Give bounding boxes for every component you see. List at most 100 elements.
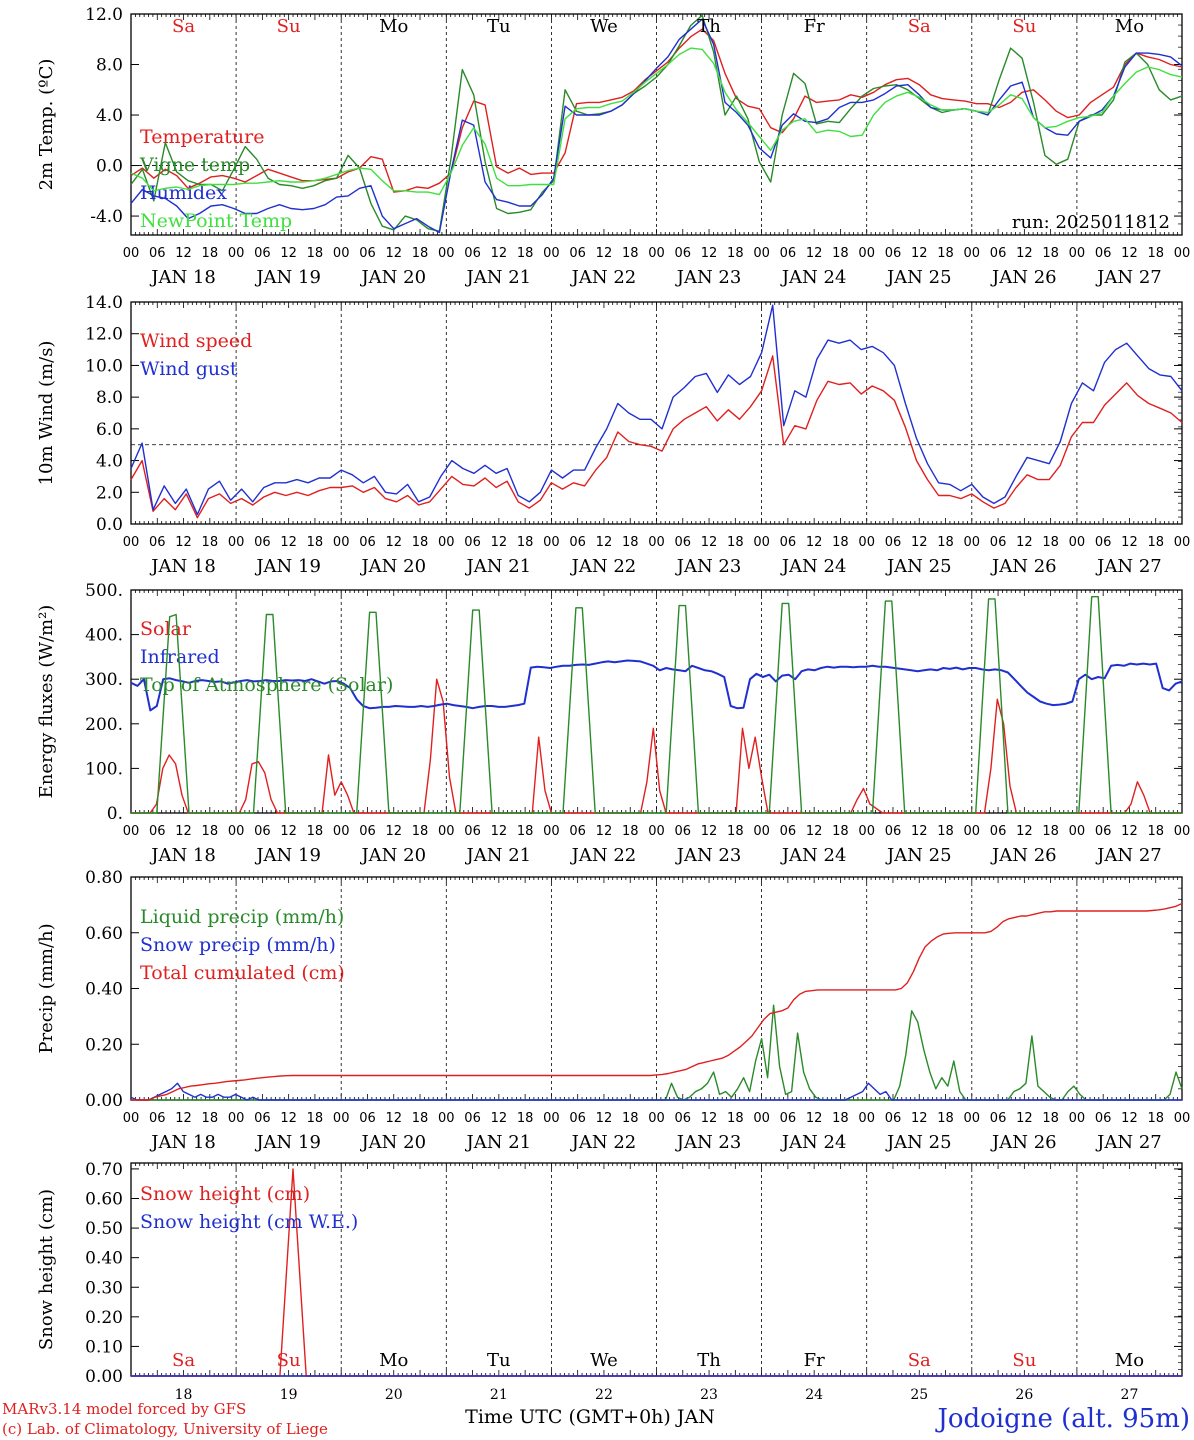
hour-label: 06 [254, 824, 271, 839]
hour-label: 00 [438, 1111, 455, 1126]
y-tick-label: 200. [85, 715, 123, 735]
hour-label: 18 [1147, 246, 1164, 261]
legend-entry: Wind speed [140, 330, 252, 352]
hour-label: 06 [1095, 1111, 1112, 1126]
hour-label: 12 [1016, 246, 1033, 261]
weekday-label: Sa [172, 1350, 195, 1371]
legend-entry: Snow height (cm) [140, 1183, 310, 1205]
weekday-label: Mo [1115, 1350, 1144, 1371]
series-line-wind-gust [130, 304, 1183, 516]
hour-label: 00 [753, 1111, 770, 1126]
hour-label: 12 [701, 246, 718, 261]
y-tick-label: 0.00 [85, 1091, 123, 1111]
hour-label: 18 [832, 246, 849, 261]
panel-1: 12.0 8.0 4.0 0.0 -4.0 2m Temp. (ºC) Temperatur… [36, 5, 1190, 288]
y-tick-label: 8.0 [96, 388, 123, 408]
hour-label: 18 [832, 535, 849, 550]
hour-label: 18 [412, 1111, 429, 1126]
hour-label: 18 [937, 824, 954, 839]
weekday-label: Sa [908, 1350, 931, 1371]
day-number-label: 19 [280, 1387, 298, 1403]
hour-label: 06 [569, 1111, 586, 1126]
date-label: JAN 24 [780, 556, 847, 577]
hour-label: 06 [464, 824, 481, 839]
hour-label: 12 [1121, 246, 1138, 261]
hour-label: 18 [937, 535, 954, 550]
hour-label: 06 [464, 246, 481, 261]
legend-entry: Liquid precip (mm/h) [140, 906, 344, 928]
hour-label: 06 [359, 1111, 376, 1126]
weekday-label: Su [277, 16, 301, 37]
hour-label: 12 [1016, 824, 1033, 839]
date-label: JAN 27 [1095, 556, 1162, 577]
hour-label: 18 [412, 246, 429, 261]
hour-label: 18 [727, 535, 744, 550]
hour-label: 06 [359, 824, 376, 839]
weekday-label: Th [697, 1350, 721, 1371]
hour-label: 12 [491, 1111, 508, 1126]
series-line-infrared [130, 659, 1183, 712]
y-tick-label: 4.0 [96, 452, 123, 472]
date-label: JAN 22 [570, 556, 637, 577]
y-tick-label: 0.60 [85, 1190, 123, 1210]
hour-label: 18 [517, 1111, 534, 1126]
y-tick-label: 0.80 [85, 868, 123, 888]
hour-label: 06 [990, 1111, 1007, 1126]
hour-label: 06 [780, 1111, 797, 1126]
legend-entry: Vigne temp [139, 154, 250, 176]
date-label: JAN 25 [885, 556, 952, 577]
hour-label: 18 [622, 824, 639, 839]
y-tick-label: 12.0 [85, 325, 123, 345]
hour-label: 12 [1016, 1111, 1033, 1126]
y-axis-label: 10m Wind (m/s) [36, 341, 57, 486]
day-number-label: 25 [910, 1387, 928, 1403]
hour-label: 18 [832, 1111, 849, 1126]
hour-label: 00 [964, 246, 981, 261]
hour-label: 00 [543, 535, 560, 550]
hour-label: 12 [175, 824, 192, 839]
y-tick-label: 0.70 [85, 1160, 123, 1180]
hour-label: 06 [359, 535, 376, 550]
hour-label: 12 [701, 1111, 718, 1126]
y-tick-label: 100. [85, 759, 123, 779]
hour-label: 06 [885, 535, 902, 550]
date-label: JAN 20 [359, 845, 426, 866]
hour-label: 06 [254, 246, 271, 261]
date-label: JAN 21 [465, 556, 532, 577]
date-label: JAN 25 [885, 1132, 952, 1153]
date-label: JAN 21 [465, 1132, 532, 1153]
hour-label: 00 [648, 246, 665, 261]
hour-label: 06 [675, 824, 692, 839]
y-tick-label: 0.50 [85, 1219, 123, 1239]
weekday-label: Tu [487, 1350, 511, 1371]
hour-label: 06 [464, 535, 481, 550]
hour-label: 18 [307, 246, 324, 261]
hour-label: 06 [254, 1111, 271, 1126]
hour-label: 00 [543, 246, 560, 261]
hour-label: 06 [885, 1111, 902, 1126]
date-label: JAN 19 [254, 267, 321, 288]
hour-label: 00 [333, 246, 350, 261]
hour-label: 06 [780, 535, 797, 550]
legend-entry: Wind gust [140, 358, 238, 380]
y-tick-label: 10.0 [85, 356, 123, 376]
hour-label: 12 [1121, 535, 1138, 550]
legend-entry: Snow height (cm W.E.) [140, 1211, 358, 1233]
hour-label: 12 [175, 535, 192, 550]
hour-label: 06 [149, 1111, 166, 1126]
hour-label: 00 [964, 1111, 981, 1126]
date-label: JAN 27 [1095, 267, 1162, 288]
hour-label: 12 [280, 535, 297, 550]
y-tick-label: 0.00 [85, 1367, 123, 1387]
hour-label: 06 [675, 1111, 692, 1126]
weekday-label: Sa [172, 16, 195, 37]
legend-entry: Top of Atmosphere (Solar) [140, 674, 393, 696]
hour-label: 12 [491, 824, 508, 839]
x-axis-title: Time UTC (GMT+0h) JAN [465, 1406, 715, 1428]
hour-label: 12 [1121, 824, 1138, 839]
weekday-label: We [590, 1350, 618, 1371]
panel-5: 0.70 0.60 0.50 0.40 0.30 0.20 0.10 0.00 Snow hei… [36, 1160, 1183, 1403]
hour-label: 06 [780, 824, 797, 839]
hour-label: 06 [675, 535, 692, 550]
hour-label: 18 [727, 824, 744, 839]
